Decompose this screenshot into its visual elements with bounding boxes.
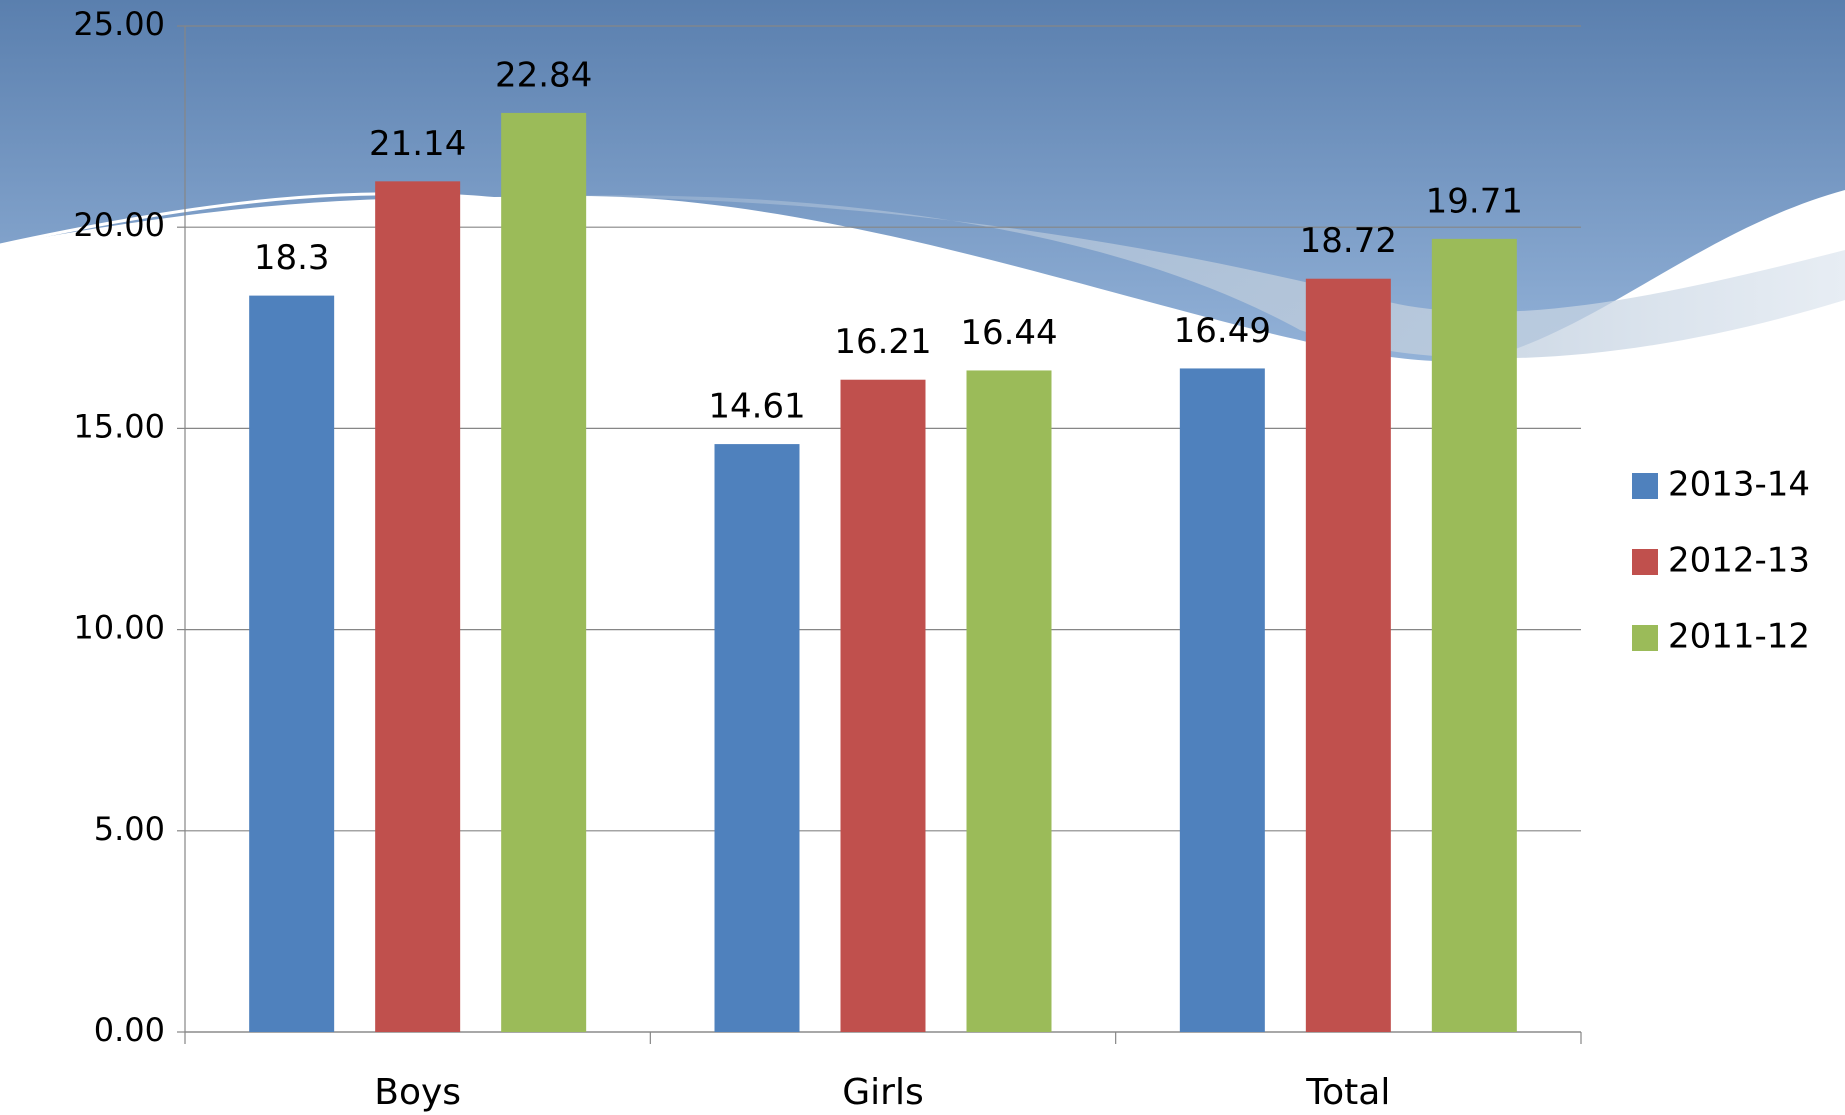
y-tick-label: 15.00	[73, 407, 165, 445]
bar	[375, 181, 460, 1032]
bar	[715, 444, 800, 1032]
value-label: 22.84	[495, 55, 592, 95]
x-tick-label: Girls	[842, 1072, 923, 1113]
legend-label: 2011-12	[1668, 617, 1810, 657]
value-label: 16.44	[960, 313, 1057, 353]
legend-label: 2013-14	[1668, 465, 1810, 505]
value-label: 18.3	[254, 238, 330, 278]
y-tick-label: 10.00	[73, 609, 165, 647]
value-label: 14.61	[708, 387, 805, 427]
bar	[841, 380, 926, 1032]
x-tick-label: Boys	[374, 1072, 461, 1113]
y-tick-label: 5.00	[94, 810, 165, 848]
value-label: 19.71	[1426, 181, 1523, 221]
value-label: 16.21	[834, 322, 931, 362]
value-label: 16.49	[1174, 311, 1271, 351]
legend-label: 2012-13	[1668, 541, 1810, 581]
page: {"chart_data": {"type": "bar", "categori…	[0, 0, 1845, 1115]
y-tick-label: 0.00	[94, 1011, 165, 1049]
bar	[1306, 279, 1391, 1032]
legend-swatch	[1632, 549, 1658, 575]
legend-swatch	[1632, 473, 1658, 499]
value-label: 21.14	[369, 124, 466, 164]
bar	[967, 370, 1052, 1032]
chart: 0.00 5.00 10.00 15.00 20.00 25.00 Boys 18.3 21.1…	[0, 0, 1845, 1115]
value-label: 18.72	[1300, 221, 1397, 261]
x-tick-label: Total	[1305, 1072, 1390, 1113]
bar	[249, 296, 334, 1032]
bar	[1432, 239, 1517, 1032]
y-tick-label: 25.00	[73, 5, 165, 43]
legend-swatch	[1632, 625, 1658, 651]
bar	[501, 113, 586, 1032]
y-tick-label: 20.00	[73, 206, 165, 244]
bar	[1180, 368, 1265, 1032]
